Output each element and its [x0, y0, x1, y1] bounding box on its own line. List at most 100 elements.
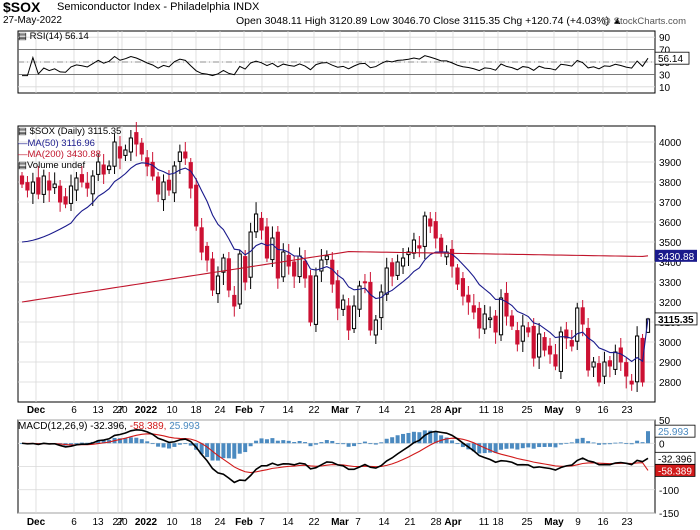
macd-histogram-bar — [575, 438, 580, 444]
price-x-tick-label: May — [544, 405, 564, 416]
macd-histogram-bar — [96, 440, 101, 444]
candle-body — [292, 261, 297, 277]
candle-body — [210, 258, 215, 291]
macd-histogram-bar — [346, 443, 351, 447]
macd-x-tick-label: 14 — [282, 517, 294, 528]
candle-body — [90, 175, 95, 195]
candle-body — [439, 237, 444, 253]
candle-body — [542, 337, 547, 351]
candle-body — [629, 380, 634, 385]
macd-histogram-bar — [509, 443, 514, 449]
candle-body — [68, 185, 74, 204]
candle-body — [591, 361, 596, 368]
macd-histogram-bar — [401, 433, 406, 444]
macd-histogram-bar — [526, 443, 531, 448]
macd-histogram-bar — [188, 443, 193, 446]
candle-body — [237, 253, 242, 305]
macd-histogram-bar — [275, 440, 280, 444]
candle-body — [253, 213, 259, 233]
candle-body — [400, 257, 406, 267]
macd-histogram-bar — [199, 443, 204, 455]
rsi-legend-text: RSI(14) 56.14 — [29, 31, 89, 42]
candle-body — [58, 185, 63, 203]
candle-body — [373, 319, 378, 336]
candle-body — [460, 278, 466, 297]
price-value-tag-text: 3115.35 — [658, 315, 694, 326]
macd-x-tick-label: 24 — [214, 517, 226, 528]
candle-body — [575, 307, 580, 342]
candle-body — [161, 181, 166, 201]
macd-histogram-bar — [281, 440, 286, 444]
candle-body — [613, 351, 618, 370]
macd-histogram-bar — [85, 442, 90, 444]
macd-signal-tag — [654, 464, 696, 477]
price-tick-label: 3300 — [659, 278, 682, 289]
macd-histogram-bar — [226, 443, 231, 459]
candle-body — [324, 255, 329, 261]
macd-histogram-bar — [259, 438, 264, 444]
candle-body — [281, 251, 286, 278]
macd-histogram-bar — [243, 443, 248, 453]
macd-x-tick-label: 28 — [430, 517, 442, 528]
candle-body — [302, 260, 308, 279]
macd-histogram-bar — [531, 443, 536, 449]
macd-histogram-bar — [450, 440, 455, 444]
macd-histogram-bar — [330, 440, 335, 444]
macd-histogram-bar — [433, 432, 438, 444]
candle-body — [330, 259, 335, 285]
candle-body — [406, 251, 411, 256]
price-x-tick-label: 28 — [430, 405, 442, 416]
macd-histogram-bar — [586, 441, 591, 444]
macd-histogram-bar — [591, 442, 596, 444]
macd-hist-legend: 25.993 — [169, 421, 200, 432]
macd-histogram-bar — [548, 443, 553, 447]
ma200-legend: —MA(200) 3430.88 — [18, 149, 101, 160]
symbol-title: $SOX — [3, 0, 41, 15]
candle-body — [390, 262, 395, 277]
candle-body — [580, 307, 585, 325]
candle-body — [47, 180, 52, 191]
macd-histogram-bar — [553, 443, 558, 448]
macd-histogram-bar — [117, 438, 122, 444]
price-tick-label: 2900 — [659, 358, 682, 369]
candle-body — [101, 164, 106, 175]
macd-x-tick-label: 16 — [597, 517, 609, 528]
candle-body — [558, 331, 564, 372]
macd-x-tick-label: 18 — [492, 517, 504, 528]
candle-body — [477, 307, 482, 329]
candle-body — [488, 317, 493, 321]
macd-histogram-bar — [417, 432, 422, 444]
price-x-tick-label: Mar — [331, 405, 349, 416]
macd-histogram-bar — [270, 438, 275, 444]
candle-body — [319, 259, 324, 272]
candle-body — [36, 177, 41, 195]
candle-body — [607, 360, 612, 367]
price-x-tick-label: 20 — [116, 405, 128, 416]
macd-histogram-bar — [237, 443, 242, 454]
macd-histogram-bar — [134, 437, 139, 444]
candle-body — [395, 261, 400, 276]
macd-histogram-bar — [292, 442, 297, 444]
macd-histogram-bar — [248, 443, 253, 447]
candle-body — [19, 175, 25, 185]
macd-histogram-bar — [444, 437, 449, 444]
candle-body — [449, 248, 455, 267]
candle-body — [52, 183, 57, 189]
candle-body — [226, 258, 231, 291]
price-tick-label: 4000 — [659, 138, 682, 149]
macd-x-tick-label: 6 — [71, 517, 77, 528]
macd-histogram-bar — [161, 443, 166, 448]
macd-histogram-bar — [460, 443, 465, 448]
macd-histogram-bar — [205, 443, 210, 458]
rsi-value-tag-text: 56.14 — [658, 54, 683, 65]
macd-histogram-bar — [618, 442, 623, 444]
macd-histogram-bar — [215, 443, 220, 461]
macd-histogram-bar — [297, 440, 302, 444]
macd-x-tick-label: Apr — [444, 517, 461, 528]
macd-histogram-bar — [580, 437, 585, 444]
candle-body — [553, 354, 558, 367]
candle-body — [384, 267, 389, 295]
candle-body — [166, 179, 172, 191]
price-tick-label: 3500 — [659, 238, 682, 249]
macd-histogram-bar — [341, 443, 346, 445]
